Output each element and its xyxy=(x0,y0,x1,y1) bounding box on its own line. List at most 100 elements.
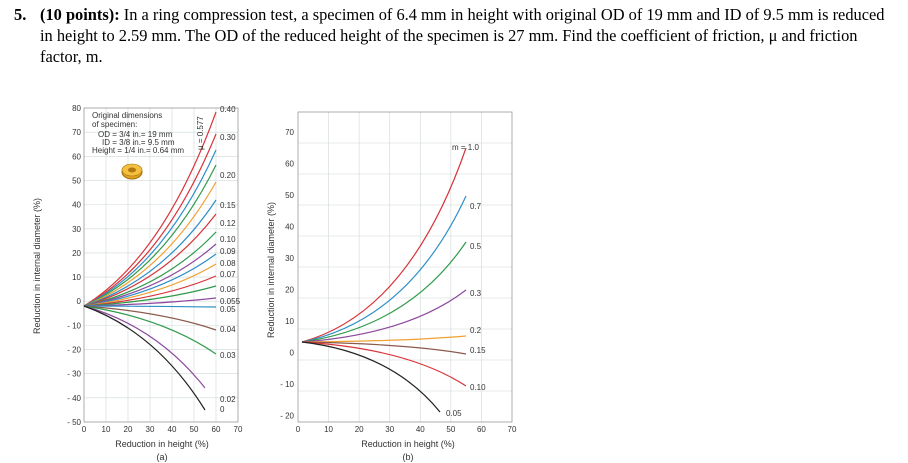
friction-curve xyxy=(83,181,217,307)
panel-b-frame xyxy=(297,111,513,423)
friction-curve xyxy=(83,263,217,307)
panel-b-ylabel: Reduction in internal diameter (%) xyxy=(266,202,276,338)
y-tick-label: 70 xyxy=(72,128,81,137)
friction-curve xyxy=(83,305,217,331)
x-tick-label: 10 xyxy=(102,425,111,434)
curve-label: 0.10 xyxy=(220,235,236,244)
panel-a-ylabel: Reduction in internal diameter (%) xyxy=(32,198,42,334)
y-tick-label: 0 xyxy=(77,297,82,306)
y-tick-label: 50 xyxy=(72,176,81,185)
curve-label: 0.09 xyxy=(220,247,236,256)
curve-label: 0.15 xyxy=(470,346,486,355)
panel-a-frame xyxy=(83,107,239,423)
m-label: m = 1.0 xyxy=(452,143,479,152)
friction-curve xyxy=(301,341,467,387)
curve-label: 0.04 xyxy=(220,325,236,334)
friction-curve xyxy=(83,305,206,411)
curve-label: 0.10 xyxy=(470,383,486,392)
curve-label: 0.02 xyxy=(220,395,236,404)
friction-curve xyxy=(83,305,217,308)
y-tick-label: - 20 xyxy=(280,412,294,421)
curve-label: 0 xyxy=(220,405,225,414)
legend-id: ID = 3/8 in.= 9.5 mm xyxy=(102,138,175,147)
y-tick-label: 60 xyxy=(285,160,294,169)
panel-b-grid xyxy=(298,112,512,422)
y-tick-label: 30 xyxy=(285,254,294,263)
y-tick-label: 40 xyxy=(285,223,294,232)
curve-label: 0.15 xyxy=(220,201,236,210)
legend-title: Original dimensions xyxy=(92,111,162,120)
friction-curve xyxy=(83,199,217,307)
friction-curve xyxy=(301,289,467,343)
panel-b-curves xyxy=(301,147,467,413)
x-tick-label: 30 xyxy=(146,425,155,434)
friction-curve xyxy=(301,241,467,343)
x-tick-label: 20 xyxy=(355,425,364,434)
y-tick-label: 50 xyxy=(285,191,294,200)
y-tick-label: - 20 xyxy=(67,346,81,355)
x-tick-label: 0 xyxy=(296,425,301,434)
x-tick-label: 60 xyxy=(212,425,221,434)
curve-label: 0.08 xyxy=(220,259,236,268)
friction-curve xyxy=(83,164,217,307)
friction-curve xyxy=(83,213,217,307)
friction-curve xyxy=(83,149,217,307)
y-tick-label: - 10 xyxy=(280,380,294,389)
friction-curve xyxy=(301,147,467,343)
curve-label: 0.12 xyxy=(220,219,236,228)
friction-curve xyxy=(83,305,217,355)
curve-label: 0.40 xyxy=(220,105,236,114)
curve-label: 0.05 xyxy=(446,409,462,418)
curve-label: 0.03 xyxy=(220,351,236,360)
friction-curve xyxy=(301,341,467,355)
panel-b-y-ticks: 70 60 50 40 30 20 10 0 - 10 - 20 xyxy=(280,128,294,421)
curve-label: 0.30 xyxy=(220,133,236,142)
curve-label: 0.7 xyxy=(470,202,482,211)
y-tick-label: - 10 xyxy=(67,321,81,330)
panel-a-curves xyxy=(83,111,217,411)
friction-curve xyxy=(83,133,217,307)
specimen-ring-icon xyxy=(121,163,143,180)
friction-curve xyxy=(83,253,217,307)
y-tick-label: 60 xyxy=(72,152,81,161)
problem-points: (10 points): xyxy=(40,5,120,24)
x-tick-label: 70 xyxy=(508,425,517,434)
legend-line2: of specimen: xyxy=(92,120,137,129)
panel-a-x-ticks: 0 10 20 30 40 50 60 70 xyxy=(82,425,243,434)
x-tick-label: 0 xyxy=(82,425,87,434)
panel-a-curve-labels: 0.40 0.30 0.20 0.15 0.12 0.10 0.09 0.08 0.07 0.06… xyxy=(220,105,241,414)
panel-a-caption: (a) xyxy=(157,452,168,462)
panel-a-legend: Original dimensions of specimen: OD = 3/… xyxy=(92,111,205,180)
friction-curve xyxy=(301,195,467,343)
friction-curve xyxy=(83,275,217,307)
y-tick-label: 40 xyxy=(72,201,81,210)
friction-curve xyxy=(301,335,467,343)
curve-label: 0.3 xyxy=(470,289,482,298)
friction-curve xyxy=(83,243,217,307)
x-tick-label: 60 xyxy=(477,425,486,434)
x-tick-label: 50 xyxy=(190,425,199,434)
panel-b-caption: (b) xyxy=(403,452,414,462)
panel-a: 80 70 60 50 40 30 20 10 0 - 10 - 20 - 30 - 40 - 50 0 1… xyxy=(32,104,243,462)
x-tick-label: 20 xyxy=(124,425,133,434)
curve-label: 0.2 xyxy=(470,326,482,335)
friction-curve xyxy=(83,231,217,307)
curve-label: 0.5 xyxy=(470,242,482,251)
curve-label: 0.05 xyxy=(220,305,236,314)
legend-height: Height = 1/4 in.= 0.64 mm xyxy=(92,146,184,155)
problem-body: (10 points): In a ring compression test,… xyxy=(40,4,898,67)
x-tick-label: 50 xyxy=(446,425,455,434)
problem-number: 5. xyxy=(14,5,27,24)
y-tick-label: - 50 xyxy=(67,418,81,427)
friction-curve xyxy=(83,305,206,389)
friction-curve xyxy=(83,285,217,307)
x-tick-label: 70 xyxy=(234,425,243,434)
y-tick-label: 80 xyxy=(72,104,81,113)
panel-b-curve-labels: 0.7 0.5 0.3 0.2 0.15 0.10 0.05 xyxy=(446,202,486,418)
legend-od: OD = 3/4 in.= 19 mm xyxy=(98,130,173,139)
x-tick-label: 10 xyxy=(324,425,333,434)
x-tick-label: 40 xyxy=(168,425,177,434)
x-tick-label: 40 xyxy=(416,425,425,434)
